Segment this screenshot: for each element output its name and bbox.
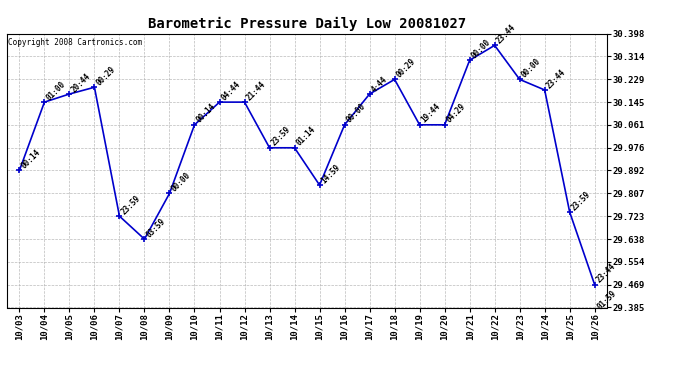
Text: 00:00: 00:00 (170, 171, 193, 194)
Text: 00:00: 00:00 (520, 57, 542, 80)
Text: 00:29: 00:29 (395, 57, 417, 80)
Text: 03:59: 03:59 (144, 216, 167, 239)
Title: Barometric Pressure Daily Low 20081027: Barometric Pressure Daily Low 20081027 (148, 17, 466, 31)
Text: 20:44: 20:44 (70, 71, 92, 94)
Text: 00:00: 00:00 (470, 38, 493, 60)
Text: 23:44: 23:44 (495, 22, 518, 45)
Text: 04:29: 04:29 (444, 102, 467, 125)
Text: 23:59: 23:59 (119, 194, 142, 216)
Text: 4:44: 4:44 (370, 75, 389, 94)
Text: 23:59: 23:59 (270, 125, 293, 148)
Text: 01:59: 01:59 (596, 289, 619, 312)
Text: 04:44: 04:44 (219, 80, 242, 102)
Text: 00:29: 00:29 (95, 64, 117, 87)
Text: 14:59: 14:59 (319, 162, 342, 185)
Text: 00:14: 00:14 (19, 148, 42, 171)
Text: 19:44: 19:44 (420, 102, 442, 125)
Text: 21:44: 21:44 (244, 80, 267, 102)
Text: 23:44: 23:44 (595, 262, 618, 285)
Text: 23:44: 23:44 (544, 67, 567, 90)
Text: 01:00: 01:00 (44, 80, 67, 102)
Text: 00:00: 00:00 (344, 102, 367, 125)
Text: Copyright 2008 Cartronics.com: Copyright 2008 Cartronics.com (8, 38, 142, 47)
Text: 23:59: 23:59 (570, 189, 593, 212)
Text: 01:14: 01:14 (295, 125, 317, 148)
Text: 00:14: 00:14 (195, 102, 217, 125)
